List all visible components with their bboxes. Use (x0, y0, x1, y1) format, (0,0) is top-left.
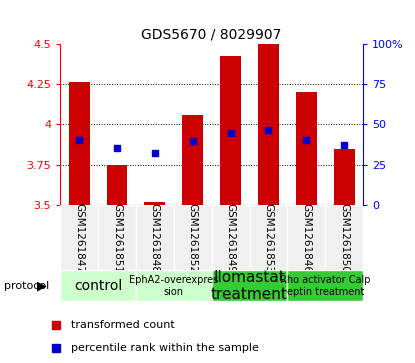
Bar (60, 205, 98, 270)
Text: GSM1261853: GSM1261853 (264, 203, 273, 273)
Text: GSM1261851: GSM1261851 (112, 203, 122, 273)
Bar (296, 92, 317, 205)
Title: GDS5670 / 8029907: GDS5670 / 8029907 (142, 27, 282, 41)
Bar (325, 205, 363, 270)
Bar (212, 270, 287, 301)
Bar (334, 148, 354, 205)
Text: control: control (74, 279, 122, 293)
Bar (287, 205, 325, 270)
Bar (60, 270, 136, 301)
Bar (212, 205, 249, 270)
Bar (107, 165, 127, 205)
Text: ▶: ▶ (37, 279, 47, 292)
Text: percentile rank within the sample: percentile rank within the sample (71, 343, 259, 352)
Bar (136, 205, 174, 270)
Bar (144, 202, 165, 205)
Bar (220, 57, 241, 205)
Text: GSM1261850: GSM1261850 (339, 203, 349, 273)
Text: GSM1261849: GSM1261849 (226, 203, 236, 273)
Bar (174, 205, 212, 270)
Bar (249, 205, 287, 270)
Bar (98, 205, 136, 270)
Text: GSM1261846: GSM1261846 (301, 203, 311, 273)
Text: Ilomastat
treatment: Ilomastat treatment (211, 270, 288, 302)
Bar (182, 115, 203, 205)
Text: Rho activator Calp
eptin treatment: Rho activator Calp eptin treatment (280, 275, 371, 297)
Text: GSM1261847: GSM1261847 (74, 203, 84, 273)
Text: EphA2-overexpres
sion: EphA2-overexpres sion (129, 275, 218, 297)
Text: protocol: protocol (4, 281, 49, 291)
Bar (258, 44, 279, 205)
Text: GSM1261848: GSM1261848 (150, 203, 160, 273)
Bar (69, 82, 90, 205)
Text: transformed count: transformed count (71, 321, 174, 330)
Bar (287, 270, 363, 301)
Text: GSM1261852: GSM1261852 (188, 203, 198, 273)
Bar (136, 270, 212, 301)
